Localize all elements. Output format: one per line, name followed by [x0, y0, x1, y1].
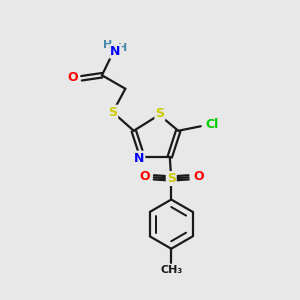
Text: CH₃: CH₃: [160, 265, 182, 275]
Text: N: N: [134, 152, 144, 165]
Text: Cl: Cl: [206, 118, 219, 131]
Text: H: H: [103, 40, 112, 50]
Text: N: N: [110, 45, 121, 58]
Text: O: O: [139, 169, 150, 183]
Text: O: O: [193, 169, 204, 183]
Text: H: H: [118, 43, 128, 53]
Text: S: S: [167, 172, 176, 185]
Text: O: O: [67, 71, 78, 84]
Text: S: S: [155, 107, 164, 120]
Text: S: S: [108, 106, 117, 119]
